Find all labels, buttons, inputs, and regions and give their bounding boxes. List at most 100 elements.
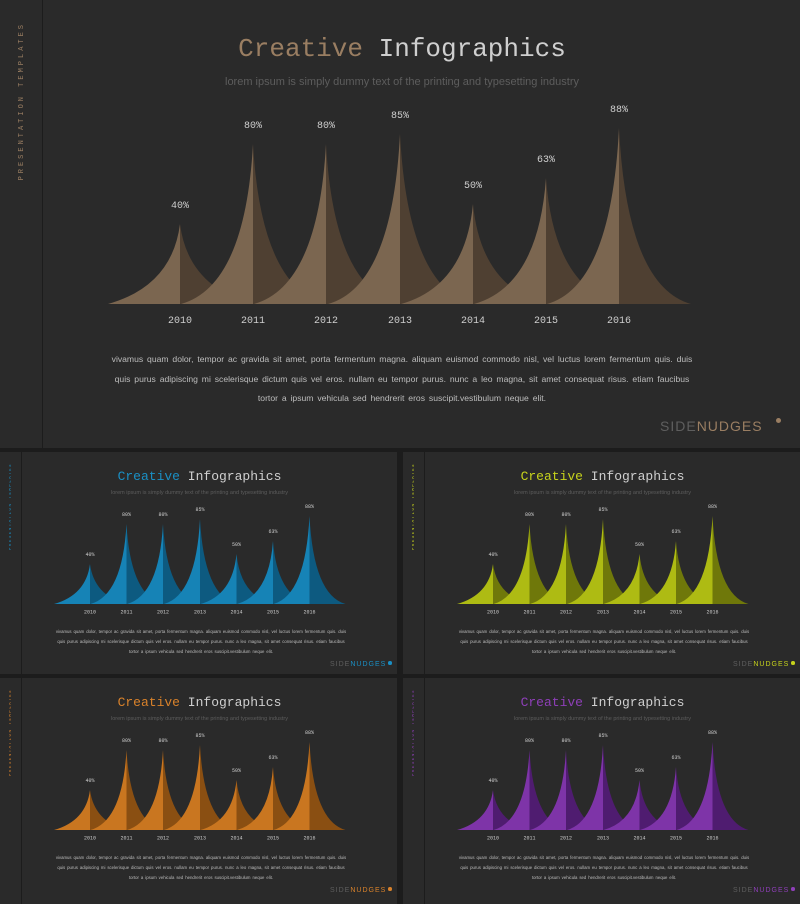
peak-right-face <box>546 178 618 304</box>
title-plain-word: Infographics <box>187 695 282 710</box>
peak-2012 <box>127 524 199 604</box>
body-paragraph: vivamus quam dolor, tempor ac gravida si… <box>111 354 693 403</box>
value-label-2015: 63% <box>671 755 680 761</box>
peak-2013 <box>567 745 639 830</box>
peak-left-face <box>567 745 603 830</box>
sidenudges-logo: SIDENUDGES <box>733 661 789 668</box>
peak-left-face <box>493 524 530 604</box>
peak-left-face <box>603 554 640 604</box>
peak-2012 <box>530 524 602 604</box>
peak-right-face <box>639 554 676 604</box>
peak-2016 <box>676 516 749 604</box>
peak-left-face <box>273 516 310 604</box>
slide-subtitle: lorem ipsum is simply dummy text of the … <box>111 716 288 722</box>
year-label-2015: 2015 <box>267 836 279 842</box>
peak-2015 <box>474 178 618 304</box>
peak-left-face <box>90 524 127 604</box>
peak-left-face <box>567 519 603 604</box>
side-rail <box>403 678 425 904</box>
value-label-2011: 80% <box>122 738 131 744</box>
peak-left-face <box>181 144 253 304</box>
peak-right-face <box>309 516 346 604</box>
value-label-2016: 88% <box>708 504 717 510</box>
value-label-2014: 50% <box>635 768 644 774</box>
year-label-2016: 2016 <box>303 836 315 842</box>
slide-brown: PRESENTATION TEMPLATES Creative Infograph… <box>0 0 800 448</box>
peak-left-face <box>640 767 676 830</box>
value-label-2012: 80% <box>317 121 335 132</box>
peak-right-face <box>566 750 602 830</box>
peak-2015 <box>640 541 712 604</box>
sidenudges-logo: SIDENUDGES <box>733 887 789 894</box>
peak-2012 <box>254 144 398 304</box>
value-label-2016: 88% <box>708 730 717 736</box>
peak-right-face <box>273 541 309 604</box>
side-rail <box>0 678 22 904</box>
peak-right-face <box>676 767 712 830</box>
peak-left-face <box>401 204 473 304</box>
peak-left-face <box>640 541 676 604</box>
peak-left-face <box>200 554 237 604</box>
peak-right-face <box>676 541 712 604</box>
peak-right-face <box>639 780 676 830</box>
brand-word-side: SIDE <box>660 418 697 434</box>
peak-right-face <box>90 564 126 604</box>
peak-left-face <box>164 745 200 830</box>
year-label-2012: 2012 <box>560 610 572 616</box>
value-label-2016: 88% <box>305 504 314 510</box>
year-label-2016: 2016 <box>607 316 631 327</box>
side-rail <box>403 452 425 674</box>
peak-right-face <box>236 554 273 604</box>
peak-2016 <box>273 742 346 830</box>
value-label-2010: 40% <box>85 778 94 784</box>
peak-2015 <box>640 767 712 830</box>
year-label-2010: 2010 <box>84 610 96 616</box>
year-label-2015: 2015 <box>267 610 279 616</box>
brand-word-nudges: NUDGES <box>753 661 790 668</box>
year-label-2011: 2011 <box>523 610 535 616</box>
value-label-2010: 40% <box>488 778 497 784</box>
peak-right-face <box>529 524 566 604</box>
year-label-2013: 2013 <box>597 836 609 842</box>
value-label-2011: 80% <box>244 121 262 132</box>
value-label-2011: 80% <box>122 512 131 518</box>
value-label-2015: 63% <box>268 755 277 761</box>
peak-2016 <box>676 742 749 830</box>
peak-2014 <box>401 204 545 304</box>
title-colored-word: Creative <box>520 469 583 484</box>
year-label-2013: 2013 <box>388 316 412 327</box>
peak-right-face <box>90 790 126 830</box>
brand-dot <box>791 661 795 665</box>
peak-left-face <box>493 750 530 830</box>
value-label-2011: 80% <box>525 738 534 744</box>
value-label-2015: 63% <box>268 529 277 535</box>
slide-title: Creative Infographics <box>0 695 397 710</box>
peak-left-face <box>676 516 713 604</box>
slide-lime: PRESENTATION TEMPLATES Creative Infograph… <box>403 452 800 674</box>
year-label-2013: 2013 <box>597 610 609 616</box>
peaks-chart: 40% 2010 80% 2011 80% 2012 85% 2013 50% 2014 63% 20… <box>457 730 749 842</box>
year-label-2016: 2016 <box>706 836 718 842</box>
year-label-2015: 2015 <box>670 610 682 616</box>
value-label-2014: 50% <box>232 768 241 774</box>
slide-subtitle: lorem ipsum is simply dummy text of the … <box>225 76 579 88</box>
title-plain-word: Infographics <box>378 34 566 64</box>
peaks-chart: 40% 2010 80% 2011 80% 2012 85% 2013 50% 2014 63% 20… <box>54 504 346 616</box>
peak-right-face <box>126 524 163 604</box>
peak-2010 <box>54 564 126 604</box>
year-label-2011: 2011 <box>120 610 132 616</box>
peak-left-face <box>530 524 566 604</box>
body-paragraph: vivamus quam dolor, tempor ac gravida si… <box>55 855 347 880</box>
brand-dot <box>388 661 392 665</box>
peak-right-face <box>473 204 545 304</box>
year-label-2012: 2012 <box>157 610 169 616</box>
title-plain-word: Infographics <box>590 469 685 484</box>
peak-right-face <box>529 750 566 830</box>
peak-2012 <box>530 750 602 830</box>
brand-dot <box>791 887 795 891</box>
peak-left-face <box>90 750 127 830</box>
value-label-2013: 85% <box>195 733 204 739</box>
value-label-2016: 88% <box>610 105 628 116</box>
year-label-2012: 2012 <box>157 836 169 842</box>
peak-right-face <box>712 516 749 604</box>
